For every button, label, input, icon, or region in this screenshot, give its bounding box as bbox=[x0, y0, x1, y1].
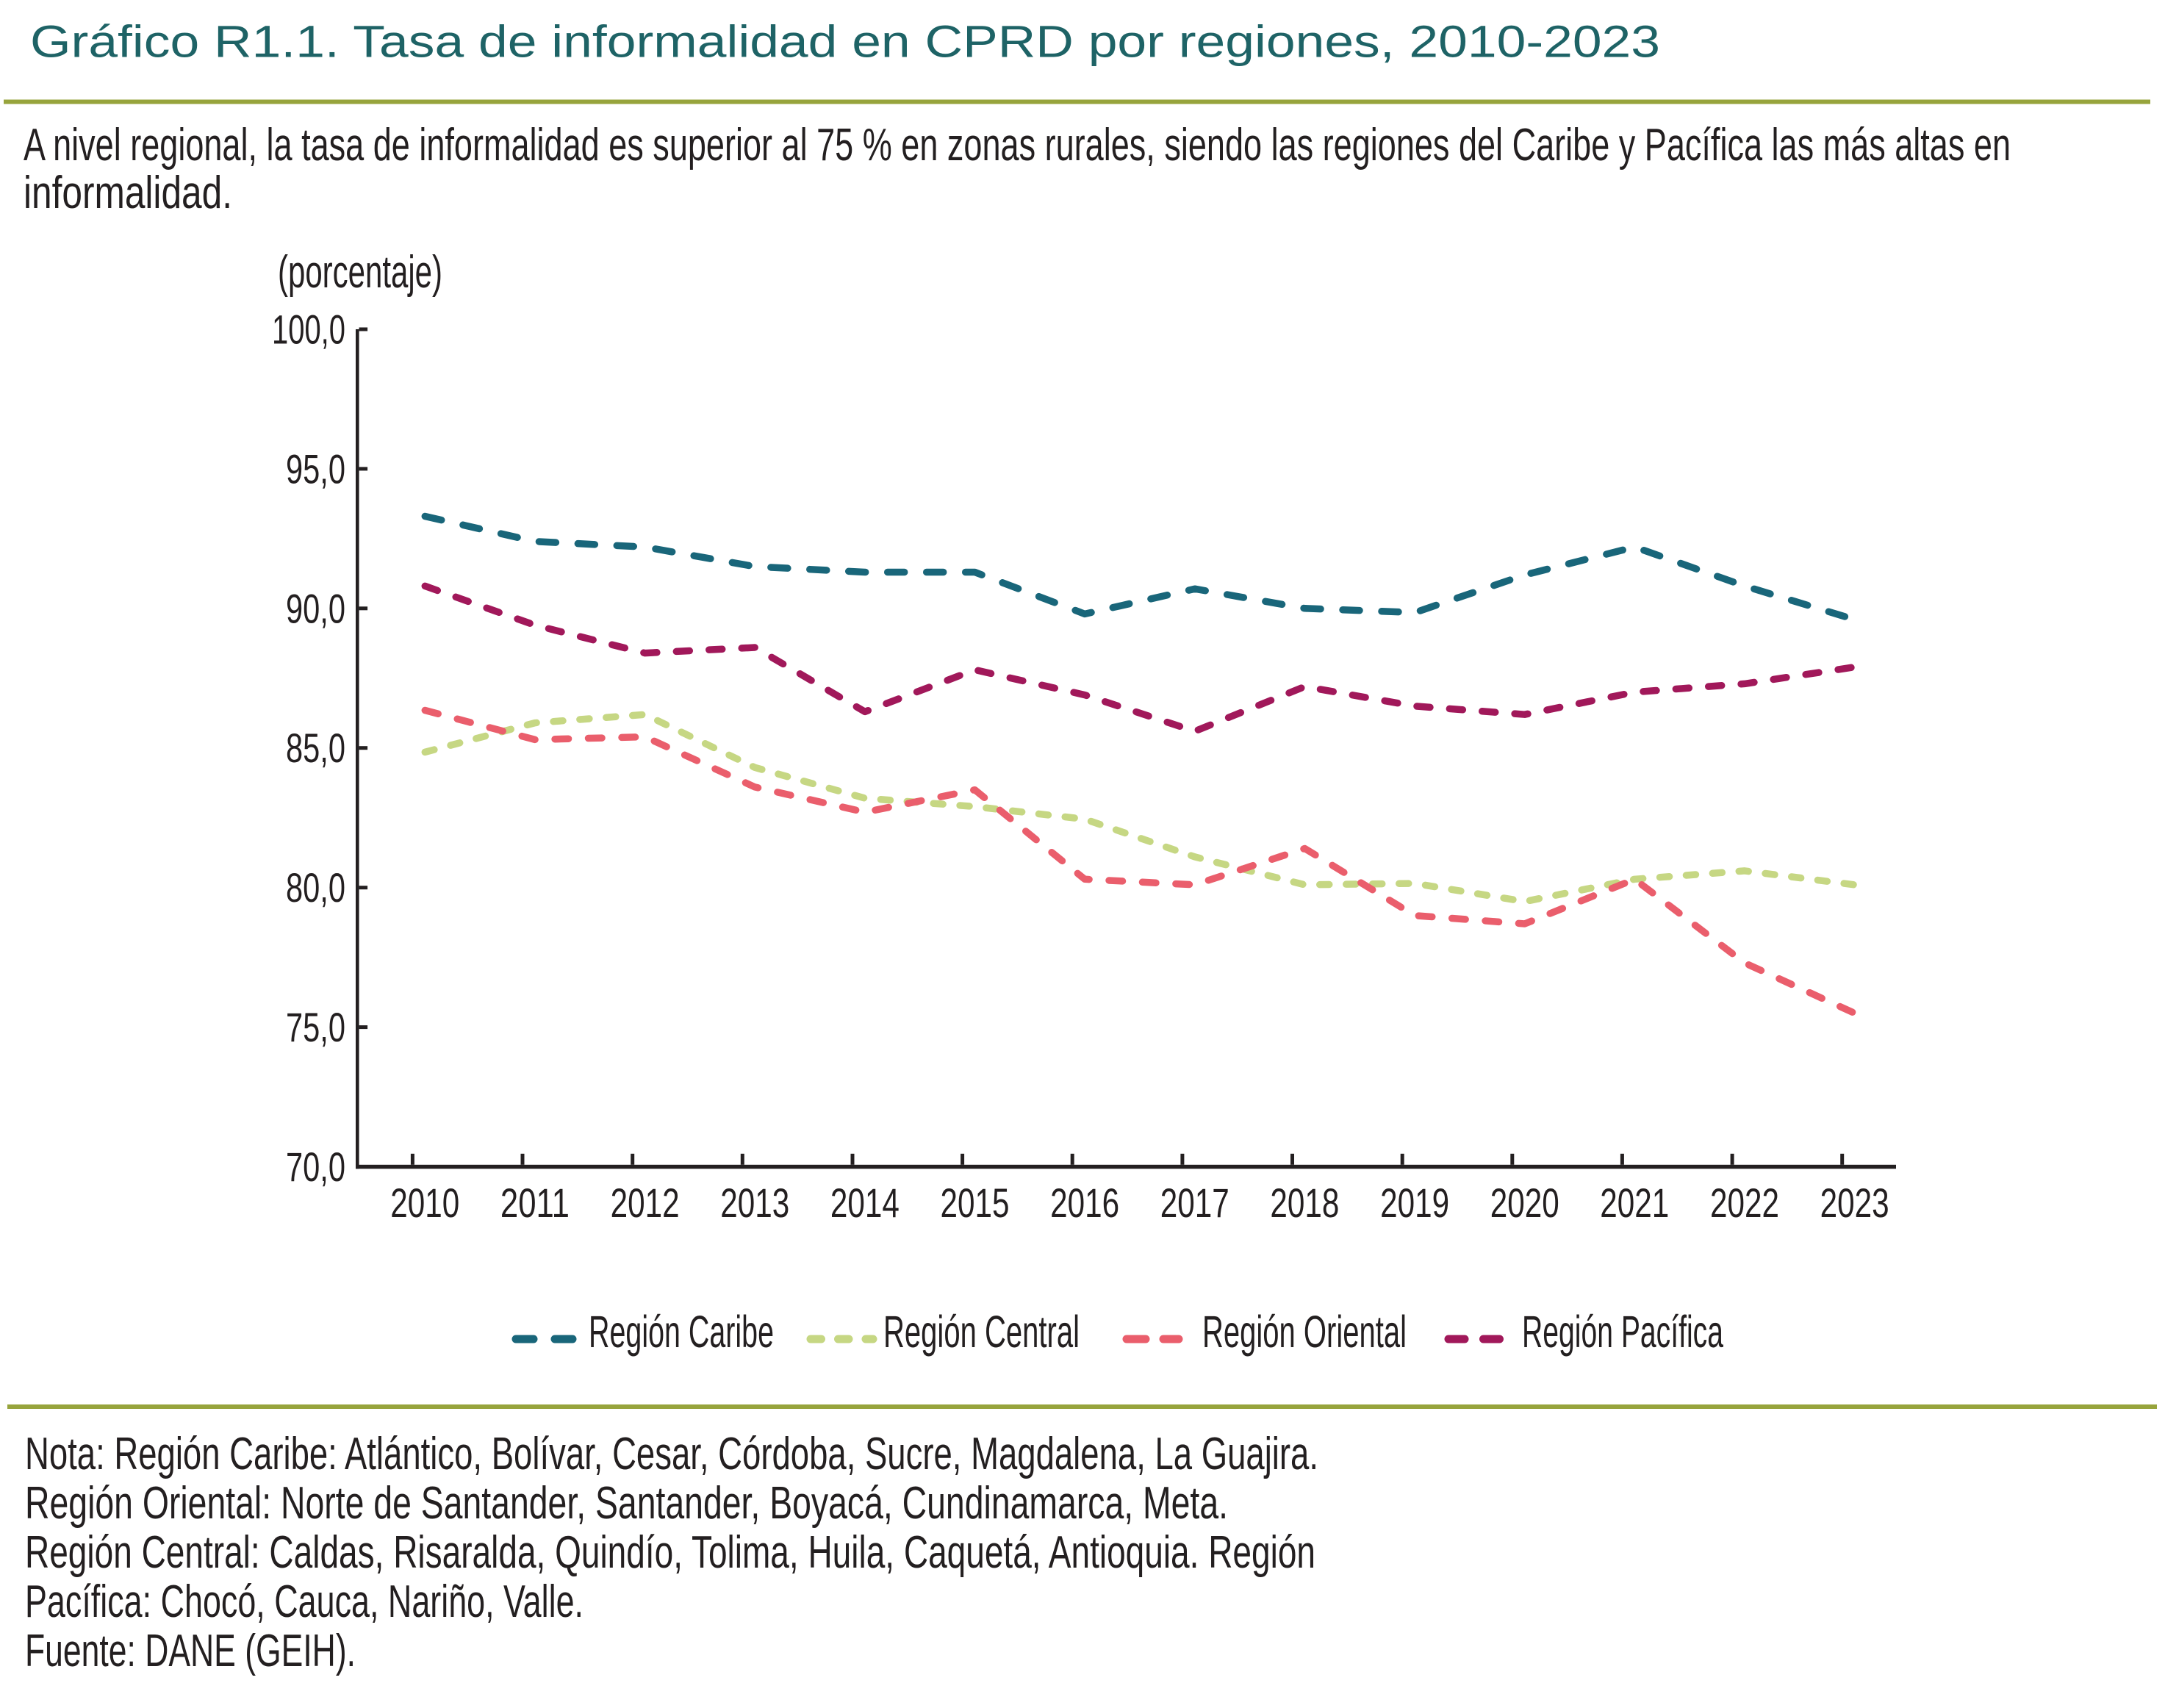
svg-text:2016: 2016 bbox=[1050, 1180, 1119, 1226]
svg-text:2020: 2020 bbox=[1490, 1180, 1559, 1226]
svg-text:75,0: 75,0 bbox=[286, 1004, 345, 1050]
svg-text:Fuente: DANE (GEIH).: Fuente: DANE (GEIH). bbox=[25, 1626, 356, 1676]
svg-text:Región Caribe: Región Caribe bbox=[589, 1307, 774, 1357]
svg-text:80,0: 80,0 bbox=[286, 864, 345, 911]
svg-text:2022: 2022 bbox=[1710, 1180, 1779, 1226]
svg-text:2017: 2017 bbox=[1160, 1180, 1229, 1226]
svg-text:2021: 2021 bbox=[1600, 1180, 1669, 1226]
svg-text:2013: 2013 bbox=[720, 1180, 789, 1226]
svg-text:2010: 2010 bbox=[390, 1180, 459, 1226]
svg-text:70,0: 70,0 bbox=[286, 1144, 345, 1190]
svg-text:(porcentaje): (porcentaje) bbox=[278, 247, 442, 298]
svg-text:2018: 2018 bbox=[1270, 1180, 1339, 1226]
svg-text:2014: 2014 bbox=[830, 1180, 900, 1226]
svg-text:Región Oriental: Región Oriental bbox=[1202, 1307, 1407, 1357]
svg-text:85,0: 85,0 bbox=[286, 725, 345, 771]
svg-text:informalidad.: informalidad. bbox=[24, 168, 232, 218]
svg-text:Región Pacífica: Región Pacífica bbox=[1522, 1307, 1723, 1357]
svg-text:100,0: 100,0 bbox=[272, 306, 345, 353]
svg-text:Región Oriental: Norte de Sant: Región Oriental: Norte de Santander, San… bbox=[25, 1478, 1228, 1529]
svg-text:2019: 2019 bbox=[1380, 1180, 1449, 1226]
svg-text:Región Central: Región Central bbox=[883, 1307, 1080, 1357]
svg-text:2023: 2023 bbox=[1820, 1180, 1889, 1226]
svg-text:A nivel regional, la tasa de i: A nivel regional, la tasa de informalida… bbox=[24, 120, 2011, 171]
svg-text:Pacífica: Chocó, Cauca, Nariño: Pacífica: Chocó, Cauca, Nariño, Valle. bbox=[25, 1576, 584, 1627]
svg-text:2015: 2015 bbox=[941, 1180, 1010, 1226]
svg-text:Gráfico R1.1. Tasa de informal: Gráfico R1.1. Tasa de informalidad en CP… bbox=[30, 17, 1660, 67]
svg-text:Nota: Región Caribe: Atlántico: Nota: Región Caribe: Atlántico, Bolívar,… bbox=[25, 1429, 1318, 1479]
svg-text:95,0: 95,0 bbox=[286, 445, 345, 492]
svg-text:Región Central: Caldas, Risara: Región Central: Caldas, Risaralda, Quind… bbox=[25, 1527, 1315, 1578]
svg-text:90,0: 90,0 bbox=[286, 585, 345, 631]
svg-text:2012: 2012 bbox=[611, 1180, 680, 1226]
svg-text:2011: 2011 bbox=[500, 1180, 570, 1226]
